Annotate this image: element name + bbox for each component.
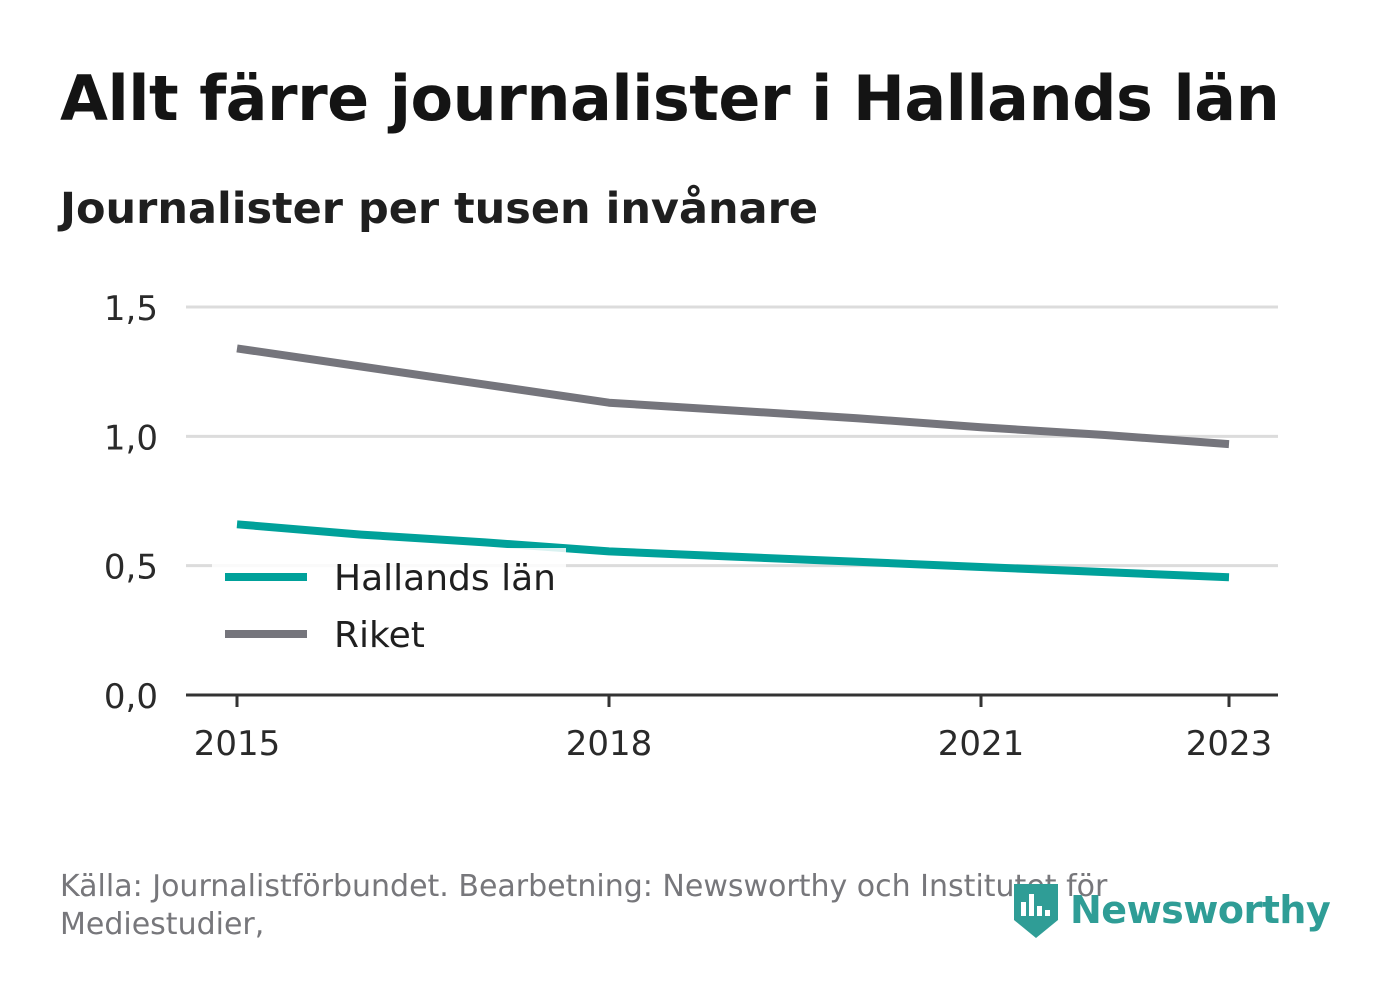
- x-tick-label: 2023: [1186, 724, 1273, 764]
- legend-background: [212, 548, 566, 660]
- legend-label-hallands-l-n: Hallands län: [334, 558, 556, 599]
- chart-subtitle: Journalister per tusen invånare: [60, 184, 818, 234]
- y-axis-tick-labels: 0,0 0,5 1,0 1,5: [104, 289, 158, 717]
- series-line-hallands-l-n: [236, 520, 1230, 582]
- chart-title: Allt färre journalister i Hallands län: [60, 62, 1280, 135]
- y-tick-label: 0,5: [104, 548, 158, 588]
- brand-name: Newsworthy: [1070, 888, 1331, 932]
- newsworthy-logo: Newsworthy: [1010, 878, 1331, 942]
- x-axis: 2015 2018 2021 2023: [186, 693, 1278, 764]
- series-lines: [236, 344, 1230, 582]
- y-tick-label: 1,0: [104, 418, 158, 458]
- x-tick-label: 2018: [566, 724, 653, 764]
- y-tick-label: 0,0: [104, 677, 158, 717]
- x-tick-label: 2021: [938, 724, 1025, 764]
- legend: Hallands län Riket: [212, 548, 566, 660]
- source-note: Källa: Journalistförbundet. Bearbetning:…: [60, 869, 1108, 942]
- series-line-riket: [236, 344, 1230, 449]
- legend-label-riket: Riket: [334, 615, 425, 656]
- newsworthy-icon: [1014, 884, 1058, 938]
- x-tick-label: 2015: [194, 724, 281, 764]
- y-tick-label: 1,5: [104, 289, 158, 329]
